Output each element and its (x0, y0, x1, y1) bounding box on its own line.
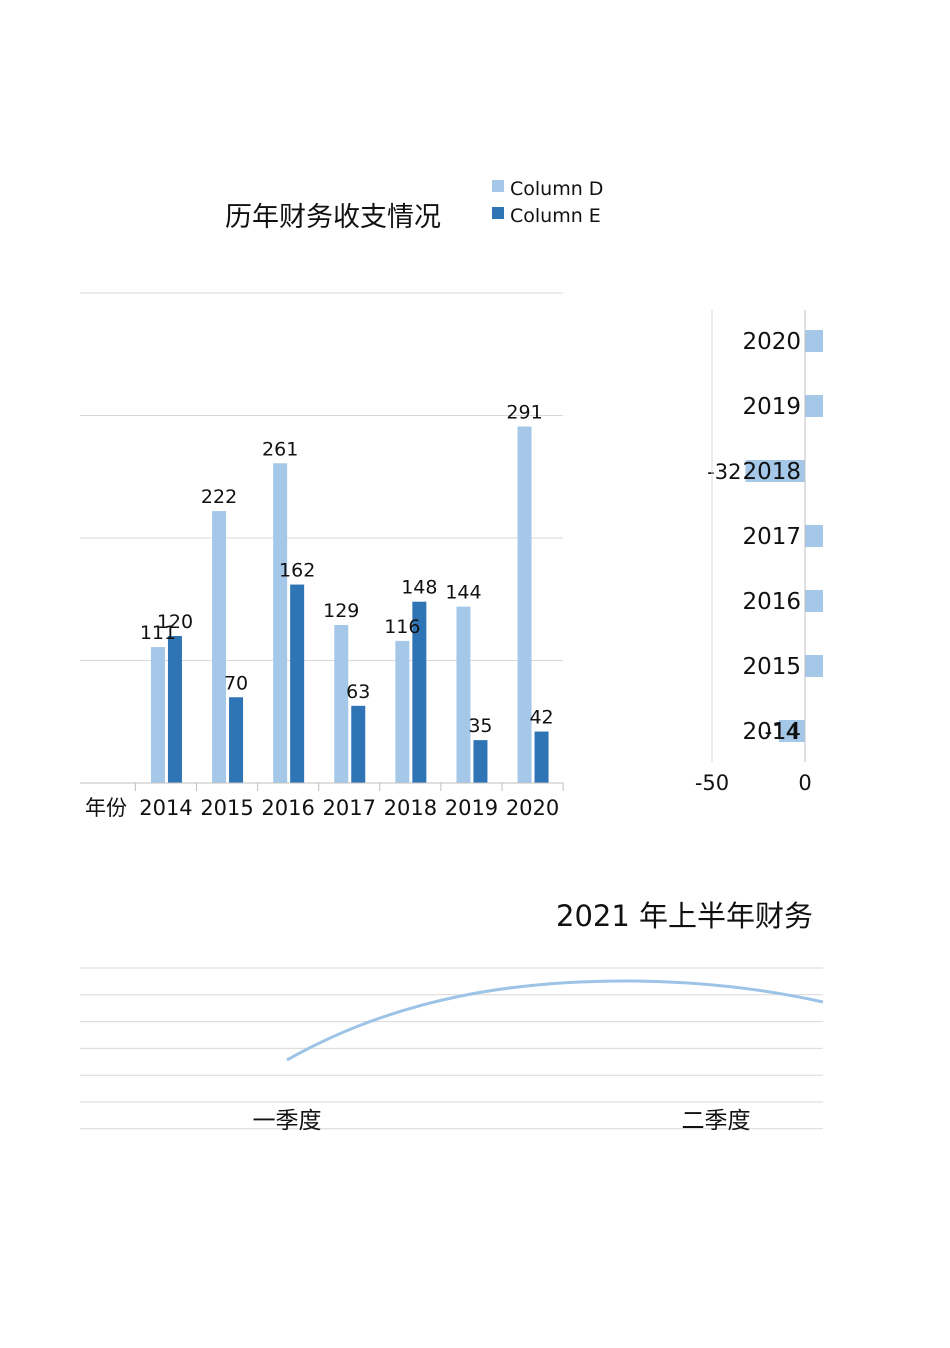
legend-swatch-column-e (492, 207, 504, 219)
bar-column-e (229, 697, 244, 783)
data-label-column-e: 162 (279, 560, 315, 582)
bar (805, 590, 823, 612)
chart-title: 2021 年上半年财务 (556, 899, 813, 933)
legend-label-column-d: Column D (510, 178, 603, 200)
data-label-column-d: 111 (140, 622, 176, 644)
bar (805, 330, 823, 352)
data-label-column-d: 222 (201, 486, 237, 508)
difference-bar-chart[interactable]: -14 -32 2014 2015 2016 2017 2018 2019 2020 -50 0 (695, 310, 823, 795)
data-label-column-e: 70 (224, 672, 248, 694)
chart-bars (745, 330, 823, 742)
category-labels: 2014 2015 2016 2017 2018 2019 2020 (742, 329, 801, 745)
category-label: 2019 (742, 394, 801, 420)
chart-gridlines (80, 967, 823, 1130)
data-label-column-e: 63 (346, 681, 370, 703)
bar (745, 460, 805, 482)
chart-bars (150, 426, 549, 783)
category-label: 2015 (742, 654, 801, 680)
data-label-column-d: 291 (506, 402, 542, 424)
data-label-column-d: 261 (262, 438, 298, 460)
data-label-column-e: 148 (401, 577, 437, 599)
data-label: -14 (765, 720, 799, 744)
data-label: -32 (707, 460, 741, 484)
bar-column-e (351, 705, 366, 783)
category-label: 一季度 (253, 1108, 322, 1134)
data-label-column-d: 144 (445, 582, 481, 604)
legend-swatch-column-d (492, 180, 504, 192)
bar-column-d (517, 426, 532, 783)
category-label: 二季度 (682, 1108, 751, 1134)
data-label-column-d: 129 (323, 600, 359, 622)
bar-column-e (534, 731, 549, 783)
category-label: 2016 (742, 589, 801, 615)
series-line (286, 979, 824, 1062)
bar-column-e (167, 636, 182, 783)
category-labels: 一季度 二季度 (253, 1108, 751, 1134)
bar-column-e (290, 584, 305, 783)
bar-column-d (273, 463, 288, 783)
category-header: 年份 (85, 796, 127, 820)
bar-column-d (456, 606, 471, 783)
data-label-column-e: 42 (529, 707, 553, 729)
category-label: 2018 (742, 459, 801, 485)
data-labels: -14 -32 (707, 460, 799, 744)
data-label-column-e: 35 (468, 715, 492, 737)
bar (805, 655, 823, 677)
data-label-column-d: 116 (384, 616, 420, 638)
bar-column-d (212, 511, 227, 783)
data-label-column-e: 120 (157, 611, 193, 633)
tick-label: -50 (695, 771, 729, 795)
value-axis: -50 0 (695, 310, 812, 795)
category-label: 2020 (506, 796, 559, 820)
chart-legend: Column D Column E (492, 178, 603, 227)
category-label: 2016 (261, 796, 314, 820)
category-label: 2017 (742, 524, 801, 550)
bar-column-d (395, 640, 410, 783)
bar (805, 395, 823, 417)
category-axis: 年份 2014 2015 2016 2017 2018 2019 2020 (80, 782, 564, 820)
category-label: 2014 (742, 719, 801, 745)
bar (805, 525, 823, 547)
category-label: 2014 (139, 796, 192, 820)
category-label: 2018 (384, 796, 437, 820)
chart-title: 历年财务收支情况 (225, 202, 441, 233)
bar-column-e (412, 601, 427, 783)
category-label: 2017 (323, 796, 376, 820)
bar (778, 720, 805, 742)
bar-column-e (473, 740, 488, 783)
legend-label-column-e: Column E (510, 205, 601, 227)
half-year-line-chart[interactable]: 2021 年上半年财务 一季度 二季度 (80, 899, 824, 1134)
category-label: 2020 (742, 329, 801, 355)
chart-gridlines (80, 292, 563, 661)
bar-column-d (334, 624, 349, 783)
category-label: 2019 (445, 796, 498, 820)
bar-column-d (150, 647, 165, 783)
category-label: 2015 (200, 796, 253, 820)
tick-label: 0 (798, 771, 811, 795)
